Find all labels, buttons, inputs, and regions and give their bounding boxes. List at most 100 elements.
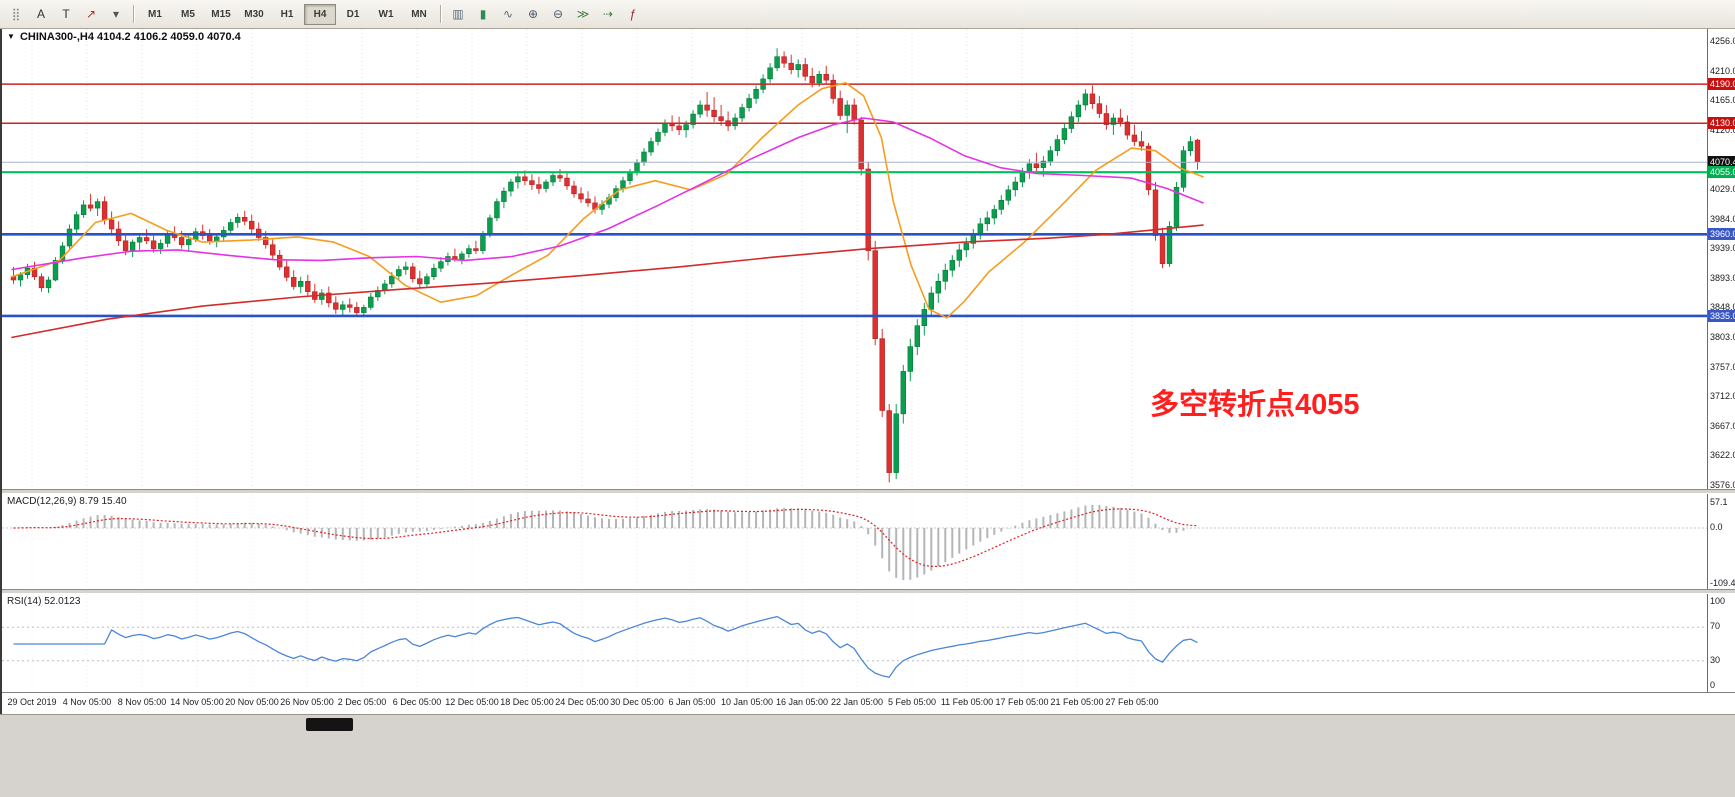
price-axis-tick: 4210.0	[1710, 66, 1735, 77]
price-axis[interactable]: 4256.0 4210.0 4165.0 4120.0 4029.0 3984.0 3939…	[1707, 29, 1735, 490]
candlestick-chart-icon[interactable]: ▮	[479, 7, 487, 21]
rsi-axis[interactable]: 100 70 30 0	[1707, 594, 1735, 692]
time-axis-label: 2 Dec 05:00	[337, 697, 387, 707]
bar-chart-icon[interactable]: ▥	[452, 7, 464, 21]
price-tag: 3960.0	[1708, 228, 1735, 241]
timeframe-m5[interactable]: M5	[181, 8, 195, 20]
dropdown-caret-icon[interactable]: ▾	[112, 7, 120, 21]
ma-slow-red	[11, 224, 1204, 339]
macd-axis-tick: 0.0	[1710, 522, 1723, 532]
timeframe-d1[interactable]: D1	[346, 8, 360, 20]
time-axis[interactable]: 29 Oct 2019 4 Nov 05:00 8 Nov 05:00 14 Nov …	[2, 692, 1735, 714]
timeframe-mn[interactable]: MN	[411, 8, 427, 20]
time-axis-label: 20 Nov 05:00	[225, 697, 279, 707]
price-axis-tick: 3803.0	[1710, 331, 1735, 342]
time-axis-label: 16 Jan 05:00	[775, 697, 829, 707]
time-axis-label: 21 Feb 05:00	[1050, 697, 1104, 707]
chart-window: ▼ CHINA300-,H4 4104.2 4106.2 4059.0 4070…	[0, 29, 1735, 714]
time-axis-label: 30 Dec 05:00	[610, 697, 664, 707]
time-axis-label: 24 Dec 05:00	[555, 697, 609, 707]
rsi-axis-tick: 0	[1710, 680, 1716, 690]
timeframe-m15[interactable]: M15	[211, 8, 231, 20]
price-axis-tick: 3984.0	[1710, 213, 1735, 224]
toolbar-separator	[133, 5, 134, 23]
price-tag: 3835.0	[1708, 309, 1735, 322]
toolbar: ⣿ A T ↗ ▾ M1 M5 M15 M30 H1 H4 D1 W1 MN ▥ ▮ ∿ ⊕ ⊖ ≫ ⇢ ƒ	[0, 0, 1735, 29]
time-axis-label: 14 Nov 05:00	[170, 697, 224, 707]
panel-divider[interactable]	[2, 489, 1735, 494]
chart-ohlc-values: 4104.2 4106.2 4059.0 4070.4	[97, 31, 241, 43]
rsi-label: RSI(14) 52.0123	[7, 596, 81, 607]
time-axis-label: 8 Nov 05:00	[117, 697, 167, 707]
price-axis-tick: 3757.0	[1710, 361, 1735, 372]
time-axis-label: 6 Dec 05:00	[392, 697, 442, 707]
rsi-axis-tick: 70	[1710, 621, 1721, 631]
drawing-tools-group: ⣿ A T ↗ ▾	[4, 3, 128, 25]
line-chart-icon[interactable]: ∿	[502, 7, 514, 21]
price-axis-tick: 3576.0	[1710, 480, 1735, 490]
status-area	[0, 714, 1735, 797]
price-axis-tick: 4256.0	[1710, 36, 1735, 46]
time-axis-label: 27 Feb 05:00	[1105, 697, 1159, 707]
ma-fast-orange	[11, 81, 1204, 319]
chart-tools-group: ▥ ▮ ∿ ⊕ ⊖ ≫ ⇢ ƒ	[446, 3, 645, 25]
toolbar-handle-icon[interactable]: ⣿	[11, 7, 21, 21]
timeframe-group: M1 M5 M15 M30 H1 H4 D1 W1 MN	[139, 3, 435, 25]
time-axis-label: 4 Nov 05:00	[62, 697, 112, 707]
timeframe-h1[interactable]: H1	[280, 8, 294, 20]
time-axis-label: 6 Jan 05:00	[668, 697, 716, 707]
price-axis-tick: 3939.0	[1710, 242, 1735, 253]
price-tag: 4130.0	[1708, 117, 1735, 130]
price-tag: 4190.0	[1708, 78, 1735, 91]
time-axis-label: 22 Jan 05:00	[830, 697, 884, 707]
main-chart-plot[interactable]: ▼ CHINA300-,H4 4104.2 4106.2 4059.0 4070…	[2, 29, 1707, 489]
price-axis-tick: 3622.0	[1710, 449, 1735, 460]
timeframe-w1[interactable]: W1	[378, 8, 394, 20]
macd-axis[interactable]: 57.1 0.0 -109.43	[1707, 494, 1735, 589]
auto-scroll-icon[interactable]: ≫	[576, 7, 590, 21]
price-tag: 4070.4	[1708, 156, 1735, 169]
macd-axis-tick: 57.1	[1710, 497, 1728, 507]
toolbar-separator	[440, 5, 441, 23]
time-axis-label: 12 Dec 05:00	[445, 697, 499, 707]
zoom-out-icon[interactable]: ⊖	[552, 7, 564, 21]
price-axis-tick: 3712.0	[1710, 391, 1735, 402]
macd-axis-tick: -109.43	[1710, 578, 1735, 588]
time-axis-label: 18 Dec 05:00	[500, 697, 554, 707]
price-axis-tick: 3848.0	[1710, 302, 1735, 313]
macd-panel[interactable]: MACD(12,26,9) 8.79 15.40	[2, 494, 1707, 589]
chart-shift-icon[interactable]: ⇢	[602, 7, 614, 21]
time-axis-label: 11 Feb 05:00	[940, 697, 994, 707]
time-axis-label: 10 Jan 05:00	[720, 697, 774, 707]
chart-marker-icon: ▼	[7, 32, 15, 41]
footer-tab[interactable]	[306, 718, 353, 731]
rsi-axis-tick: 100	[1710, 596, 1726, 606]
zoom-in-icon[interactable]: ⊕	[527, 7, 539, 21]
text-label-tool-icon[interactable]: T	[62, 7, 70, 21]
arrow-tools-icon[interactable]: ↗	[85, 7, 97, 21]
price-axis-tick: 3893.0	[1710, 273, 1735, 284]
price-axis-tick: 4029.0	[1710, 184, 1735, 195]
chart-annotation-text[interactable]: 多空转折点4055	[1150, 389, 1360, 421]
price-axis-tick: 3667.0	[1710, 420, 1735, 431]
macd-label: MACD(12,26,9) 8.79 15.40	[7, 496, 127, 507]
price-axis-tick: 4165.0	[1710, 95, 1735, 106]
time-axis-label: 17 Feb 05:00	[995, 697, 1049, 707]
indicators-icon[interactable]: ƒ	[629, 7, 637, 21]
price-axis-tick: 4120.0	[1710, 124, 1735, 135]
chart-title: ▼ CHINA300-,H4 4104.2 4106.2 4059.0 4070…	[7, 31, 241, 43]
timeframe-h4[interactable]: H4	[304, 3, 336, 25]
timeframe-m30[interactable]: M30	[244, 8, 264, 20]
timeframe-m1[interactable]: M1	[148, 8, 162, 20]
time-axis-label: 29 Oct 2019	[7, 697, 57, 707]
text-tool-icon[interactable]: A	[36, 7, 45, 21]
rsi-panel[interactable]: RSI(14) 52.0123	[2, 594, 1707, 692]
time-axis-label: 5 Feb 05:00	[887, 697, 937, 707]
time-axis-label: 26 Nov 05:00	[280, 697, 334, 707]
chart-symbol-period: CHINA300-,H4	[19, 31, 94, 43]
rsi-axis-tick: 30	[1710, 655, 1721, 665]
panel-divider[interactable]	[2, 589, 1735, 594]
price-tag: 4055.0	[1708, 166, 1735, 179]
ma-mid-magenta	[11, 117, 1204, 271]
